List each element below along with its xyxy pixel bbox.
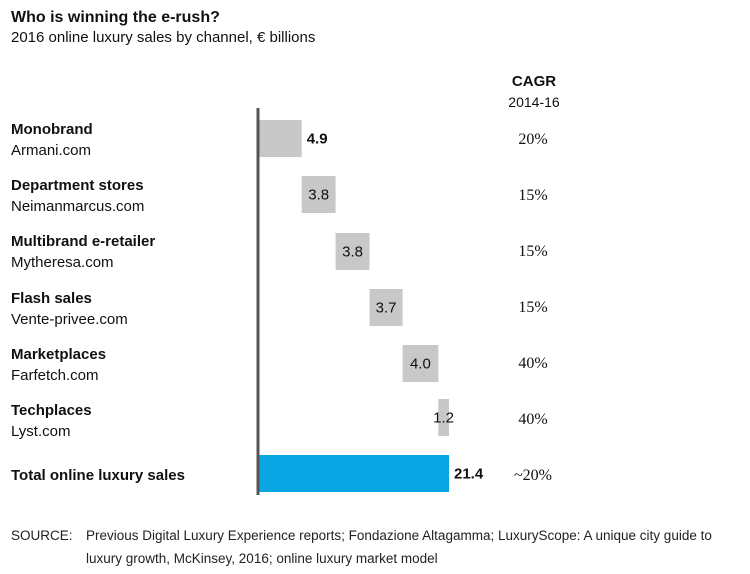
chart-subtitle: 2016 online luxury sales by channel, € b… (11, 29, 316, 46)
bar-value-department-stores: 3.8 (308, 187, 329, 204)
source-label: SOURCE: (11, 528, 73, 543)
bar-department-stores (301, 176, 336, 213)
row-label-flash-sales: Flash sales (11, 290, 92, 307)
bar-value-multibrand: 3.8 (342, 244, 363, 261)
bar-flash-sales (369, 289, 403, 326)
row-example-monobrand: Armani.com (11, 142, 92, 159)
cagr-value-department-stores: 15% (518, 187, 548, 204)
bar-value-total: 21.4 (454, 466, 484, 483)
cagr-header: CAGR 2014-16 (492, 72, 576, 112)
cagr-header-period: 2014-16 (508, 94, 560, 110)
row-label-department-stores: Department stores (11, 177, 144, 194)
cagr-header-label: CAGR (511, 73, 557, 90)
cagr-value-techplaces: 40% (518, 411, 548, 428)
row-example-flash-sales: Vente-privee.com (11, 311, 128, 328)
bar-value-techplaces: 1.2 (433, 410, 454, 427)
source-text: Previous Digital Luxury Experience repor… (86, 528, 712, 566)
cagr-value-monobrand: 20% (518, 131, 548, 148)
bar-monobrand (258, 120, 302, 157)
row-label-monobrand: Monobrand (11, 121, 93, 138)
chart-title: Who is winning the e-rush? (11, 9, 220, 26)
bar-value-flash-sales: 3.7 (376, 300, 397, 317)
bar-total (258, 455, 449, 492)
bar-multibrand (335, 233, 370, 270)
row-example-techplaces: Lyst.com (11, 423, 71, 440)
row-label-techplaces: Techplaces (11, 402, 92, 419)
cagr-value-marketplaces: 40% (518, 355, 548, 372)
bar-techplaces (438, 399, 449, 436)
row-label-total: Total online luxury sales (11, 467, 185, 484)
row-example-marketplaces: Farfetch.com (11, 367, 99, 384)
bar-value-marketplaces: 4.0 (410, 356, 431, 373)
cagr-value-flash-sales: 15% (518, 299, 548, 316)
bar-value-monobrand: 4.9 (307, 131, 328, 148)
row-label-multibrand: Multibrand e-retailer (11, 233, 156, 250)
cagr-value-multibrand: 15% (518, 243, 548, 260)
row-example-department-stores: Neimanmarcus.com (11, 198, 145, 215)
row-label-marketplaces: Marketplaces (11, 346, 107, 363)
cagr-value-total: ~20% (514, 467, 552, 484)
bar-marketplaces (402, 345, 439, 382)
row-example-multibrand: Mytheresa.com (11, 254, 114, 271)
